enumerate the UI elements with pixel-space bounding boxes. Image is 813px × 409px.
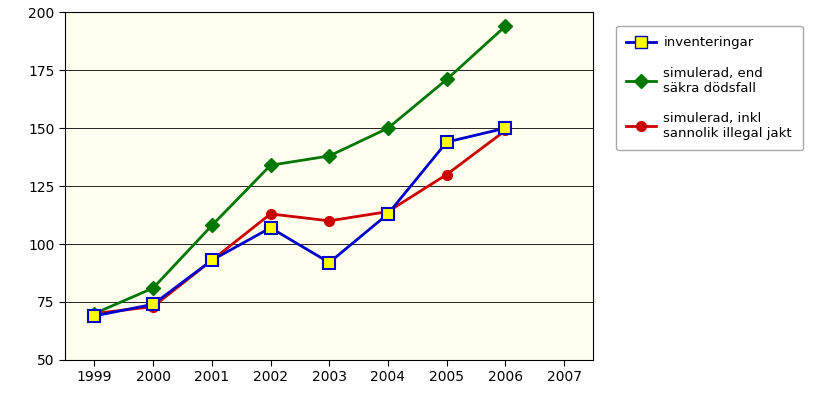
Legend: inventeringar, simulerad, end
säkra dödsfall, simulerad, inkl
sannolik illegal j: inventeringar, simulerad, end säkra döds… bbox=[616, 26, 802, 150]
